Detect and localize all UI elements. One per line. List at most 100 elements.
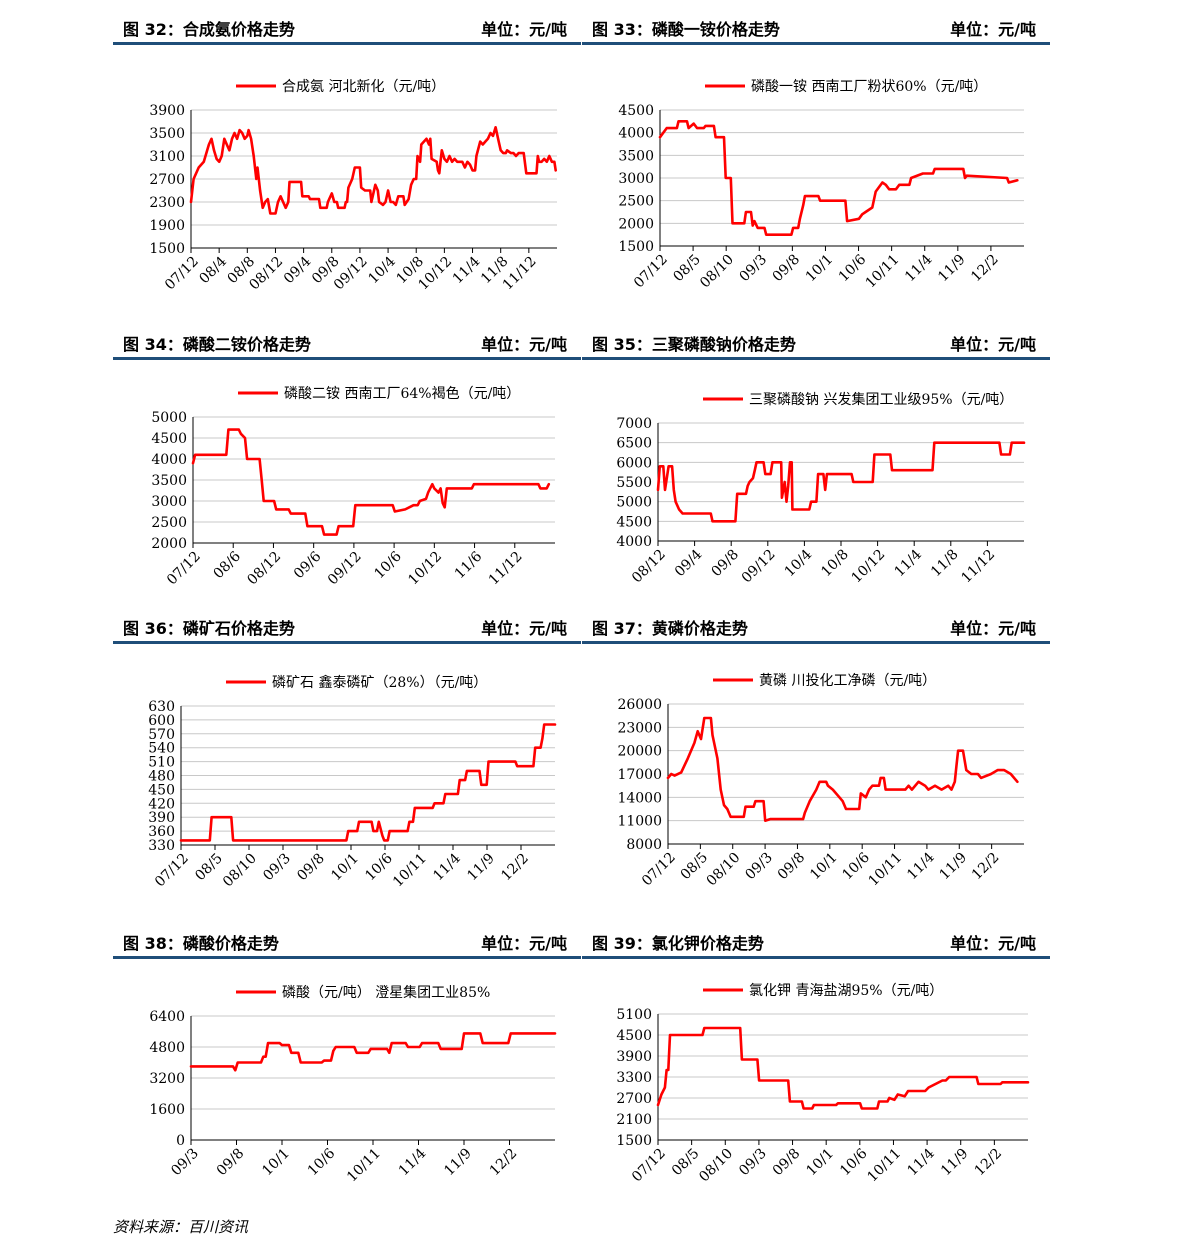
figure-unit: 单位：元/吨 — [481, 934, 567, 953]
price-line — [191, 428, 551, 536]
figure-unit: 单位：元/吨 — [950, 335, 1036, 354]
y-tick-label: 3300 — [616, 1070, 652, 1086]
y-tick-label: 14000 — [617, 790, 662, 806]
panel-phosphoric-acid: 图 38：磷酸价格走势 单位：元/吨 磷酸（元/吨） 澄星集团工业85% 0 160… — [113, 914, 581, 1214]
y-tick-label: 5000 — [616, 495, 652, 511]
title-rule — [582, 956, 1050, 959]
x-tick-label: 11/4 — [891, 546, 925, 580]
x-tick-label: 09/3 — [737, 252, 771, 286]
y-tick-label: 3200 — [149, 1071, 185, 1087]
y-tick-label: 3000 — [618, 171, 654, 187]
y-tick-label: 26000 — [617, 697, 662, 713]
x-tick-label: 10/4 — [782, 546, 816, 580]
figure-unit: 单位：元/吨 — [481, 20, 567, 39]
figure-title: 图 33：磷酸一铵价格走势 — [592, 20, 780, 39]
x-tick-label: 10/1 — [803, 252, 837, 286]
y-tick-label: 3500 — [149, 126, 185, 142]
x-tick-label: 09/8 — [770, 252, 804, 286]
x-tick-label: 09/3 — [260, 851, 294, 885]
y-tick-label: 2100 — [616, 1112, 652, 1128]
figure-unit: 单位：元/吨 — [481, 619, 567, 638]
x-tick-label: 08/4 — [196, 253, 230, 287]
y-tick-label: 570 — [148, 727, 175, 743]
y-tick-label: 17000 — [617, 767, 662, 783]
y-tick-label: 2000 — [151, 536, 187, 552]
x-tick-label: 11/9 — [937, 850, 971, 884]
x-tick-label: 09/12 — [739, 547, 779, 587]
y-tick-label: 0 — [176, 1133, 185, 1149]
y-tick-label: 3900 — [616, 1049, 652, 1065]
x-tick-label: 10/11 — [390, 851, 430, 891]
y-tick-label: 1500 — [616, 1133, 652, 1149]
x-tick-label: 11/4 — [902, 251, 936, 285]
y-tick-label: 3900 — [149, 103, 185, 119]
figure-unit: 单位：元/吨 — [481, 335, 567, 354]
x-tick-label: 08/12 — [629, 547, 669, 587]
chart-phosphoric-acid: 磷酸（元/吨） 澄星集团工业85% 0 1600 3200 4800 6400 09/3 09… — [149, 984, 557, 1185]
y-tick-label: 540 — [148, 741, 175, 757]
y-tick-label: 450 — [148, 782, 175, 798]
x-tick-label: 11/9 — [935, 252, 969, 286]
figure-unit: 单位：元/吨 — [950, 20, 1036, 39]
x-tick-label: 08/10 — [220, 851, 260, 891]
x-tick-label: 07/12 — [639, 850, 679, 890]
x-tick-label: 10/1 — [259, 1146, 293, 1180]
x-tick-label: 12/2 — [968, 252, 1002, 286]
x-tick-label: 08/10 — [697, 252, 737, 292]
chart-yellow-phosphorus: 黄磷 川投化工净磷（元/吨） 8000 11000 14000 17000 20000 23… — [617, 672, 1024, 890]
x-tick-label: 11/12 — [486, 549, 526, 589]
panel-dap: 图 34：磷酸二铵价格走势 单位：元/吨 磷酸二铵 西南工厂64%褐色（元/吨）… — [113, 315, 581, 615]
chart-dap: 磷酸二铵 西南工厂64%褐色（元/吨） 2000 2500 3000 3500 4000 4… — [151, 385, 555, 589]
x-tick-label: 10/11 — [866, 850, 906, 890]
y-tick-label: 330 — [148, 838, 175, 854]
x-tick-label: 09/4 — [281, 253, 315, 287]
y-tick-label: 2500 — [618, 194, 654, 210]
legend-label: 磷酸（元/吨） 澄星集团工业85% — [282, 984, 490, 1001]
x-tick-label: 12/2 — [487, 1146, 521, 1180]
y-tick-label: 5000 — [151, 410, 187, 426]
y-tick-label: 4000 — [151, 452, 187, 468]
y-tick-label: 6000 — [616, 455, 652, 471]
price-line — [656, 441, 1026, 523]
x-tick-label: 10/4 — [365, 253, 399, 287]
y-tick-label: 20000 — [617, 744, 662, 760]
y-tick-label: 510 — [148, 755, 175, 771]
x-tick-label: 07/12 — [162, 254, 202, 294]
panel-yellow-phosphorus: 图 37：黄磷价格走势 单位：元/吨 黄磷 川投化工净磷（元/吨） 8000 110… — [582, 599, 1050, 899]
y-tick-label: 4000 — [616, 534, 652, 550]
figure-title: 图 32：合成氨价格走势 — [123, 20, 295, 39]
x-tick-label: 07/12 — [631, 252, 671, 292]
y-tick-label: 420 — [148, 796, 175, 812]
x-tick-label: 10/11 — [863, 252, 903, 292]
figure-title: 图 39：氯化钾价格走势 — [592, 934, 764, 953]
y-tick-label: 1900 — [149, 218, 185, 234]
x-tick-label: 10/1 — [328, 851, 362, 885]
x-tick-label: 07/12 — [629, 1146, 669, 1186]
title-rule — [113, 956, 581, 959]
chart-phosphate-rock: 磷矿石 鑫泰磷矿（28%）（元/吨）3303603904204504805105… — [148, 674, 557, 891]
y-tick-label: 6400 — [149, 1009, 185, 1025]
x-tick-label: 09/3 — [742, 850, 776, 884]
panel-phosphate-rock: 图 36：磷矿石价格走势 单位：元/吨 磷矿石 鑫泰磷矿（28%）（元/吨） 33… — [113, 599, 581, 899]
y-tick-label: 3500 — [618, 148, 654, 164]
chart-ammonia: 合成氨 河北新化（元/吨） 1500 1900 2300 2700 3100 3500 390… — [149, 79, 558, 294]
chart-potassium-chloride: 氯化钾 青海盐湖95%（元/吨） 1500 2100 2700 3300 3900 4500… — [616, 983, 1030, 1186]
x-tick-label: 10/12 — [405, 549, 445, 589]
y-tick-label: 4500 — [151, 431, 187, 447]
y-tick-label: 2000 — [618, 216, 654, 232]
y-tick-label: 5500 — [616, 475, 652, 491]
title-rule — [582, 357, 1050, 360]
x-tick-label: 07/12 — [152, 851, 192, 891]
price-line — [189, 126, 558, 215]
price-line — [656, 1026, 1030, 1110]
x-tick-label: 12/2 — [969, 850, 1003, 884]
y-tick-label: 8000 — [626, 837, 662, 853]
x-tick-label: 09/3 — [736, 1146, 770, 1180]
panel-ammonia: 图 32：合成氨价格走势 单位：元/吨 合成氨 河北新化（元/吨） 1500 190… — [113, 0, 581, 300]
y-tick-label: 7000 — [616, 416, 652, 432]
x-tick-label: 09/4 — [672, 546, 706, 580]
x-tick-label: 11/8 — [928, 547, 962, 581]
y-tick-label: 2700 — [616, 1091, 652, 1107]
title-rule — [113, 641, 581, 644]
legend-label: 黄磷 川投化工净磷（元/吨） — [759, 672, 936, 689]
